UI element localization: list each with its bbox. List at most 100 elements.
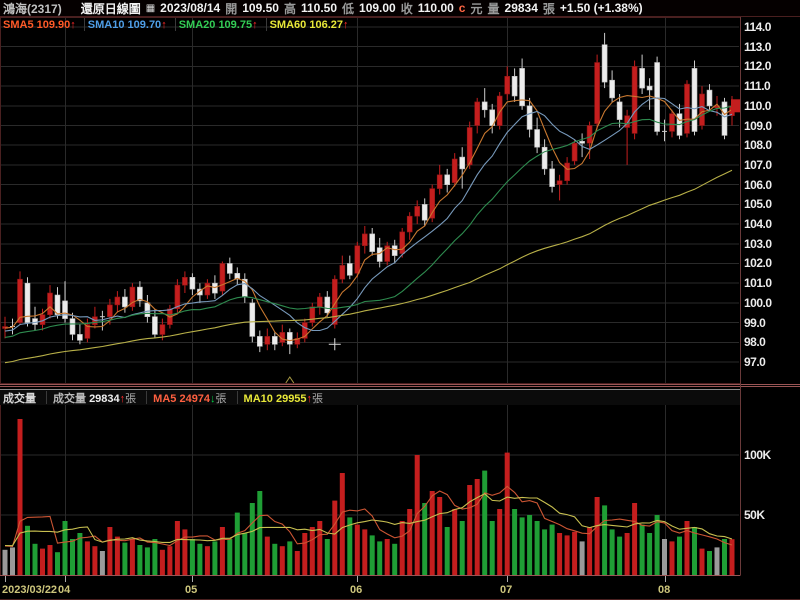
volume-bar: [444, 527, 450, 575]
candle-body: [129, 286, 136, 308]
candle-body: [624, 115, 630, 128]
candle-body: [474, 101, 481, 126]
volume-bar: [542, 529, 548, 575]
candle-body: [594, 62, 600, 124]
volume-bar: [519, 517, 525, 575]
symbol-name: 鴻海(2317): [3, 1, 62, 16]
volume-bar: [587, 527, 593, 575]
volume-bar: [512, 509, 518, 575]
volume-bar: [504, 452, 510, 575]
candle-body: [331, 278, 338, 325]
volume-ma5-readout: MA5 24974↓張: [153, 392, 227, 405]
candle-body: [579, 141, 585, 144]
candle-body: [219, 263, 226, 292]
volume-bar: [317, 521, 323, 575]
close-value: 110.00: [417, 1, 454, 15]
volume-bar: [302, 533, 308, 575]
sma20-legend: SMA20 109.75↑: [178, 18, 258, 31]
volume-bar: [40, 548, 45, 575]
volume-bar: [107, 527, 113, 575]
volume-bar: [684, 521, 690, 575]
volume-bar: [654, 515, 660, 575]
sma60-legend: SMA60 106.27↑: [269, 18, 349, 31]
up-arrow-icon: ↑: [306, 392, 313, 405]
volume-bar: [234, 512, 240, 575]
volume-bar: [534, 521, 540, 575]
candle-body: [616, 101, 623, 120]
candle-body: [324, 296, 331, 314]
candle-body: [152, 316, 158, 335]
volume-bar: [617, 536, 623, 575]
volume-bar: [729, 539, 735, 575]
candle-body: [376, 247, 383, 262]
candle-body: [601, 44, 608, 83]
volume-bar: [174, 521, 180, 575]
candle-body: [706, 89, 713, 107]
volume-bar: [287, 541, 293, 575]
candle-body: [459, 156, 466, 170]
legend-divider: [174, 18, 176, 31]
volume-bar: [114, 536, 120, 575]
volume-bar: [362, 529, 368, 575]
candlesticks[interactable]: [2, 32, 735, 355]
volume-pane-title[interactable]: 成交量: [3, 392, 36, 405]
candle-body: [77, 334, 83, 341]
candle-body: [301, 322, 308, 339]
candle-body: [504, 76, 511, 95]
legend-divider: [83, 18, 85, 31]
volume-bar: [152, 539, 158, 575]
candle-body: [309, 306, 316, 323]
volume-bar: [707, 551, 712, 575]
volume-bar: [714, 547, 720, 575]
volume-bar: [62, 521, 68, 575]
volume-bar: [369, 535, 375, 575]
candle-body: [346, 263, 353, 276]
volume-bar: [25, 525, 30, 575]
candle-body: [84, 324, 91, 339]
candle-body: [631, 66, 638, 134]
volume-bar: [242, 533, 248, 575]
candle-body: [256, 336, 263, 347]
volume-bar: [212, 541, 218, 575]
volume-bar: [699, 548, 705, 575]
volume-bar: [624, 533, 630, 575]
volume-bar: [557, 533, 563, 575]
candle-body: [122, 296, 128, 308]
candle-body: [436, 174, 443, 189]
volume-bar: [167, 546, 173, 575]
volume-bar: [144, 547, 150, 575]
volume-bar: [594, 497, 600, 575]
candle-body: [189, 276, 196, 290]
candle-body: [54, 294, 61, 316]
candle-body: [144, 302, 151, 317]
chart-type-label[interactable]: 還原日線圖: [80, 1, 141, 16]
volume-bar: [159, 549, 165, 575]
volume-bar: [602, 505, 608, 575]
candle-body: [721, 101, 728, 136]
up-arrow-icon: ↑: [252, 18, 258, 31]
up-arrow-icon: ↑: [119, 392, 126, 405]
candle-body: [227, 263, 233, 274]
volume-bar: [407, 509, 413, 575]
candle-body: [24, 282, 31, 323]
volume-bar: [99, 551, 105, 575]
volume-bar: [572, 531, 578, 575]
candle-body: [369, 233, 376, 252]
volume-bar: [279, 546, 285, 575]
volume-bars[interactable]: [2, 419, 735, 575]
volume-bar: [399, 521, 405, 575]
candle-body: [62, 300, 68, 319]
volume-bar: [77, 533, 83, 575]
calendar-grid-icon: ▦: [145, 2, 156, 14]
candle-body: [429, 188, 436, 219]
volume-bar: [392, 543, 398, 575]
volume-bar: [272, 543, 278, 575]
volume-ma-lines: [4, 485, 733, 547]
candle-body: [549, 168, 555, 187]
candle-body: [691, 68, 698, 132]
volume-bar: [459, 521, 465, 575]
volume-bar: [452, 509, 458, 575]
candle-body: [271, 336, 278, 345]
candle-body: [414, 206, 421, 217]
